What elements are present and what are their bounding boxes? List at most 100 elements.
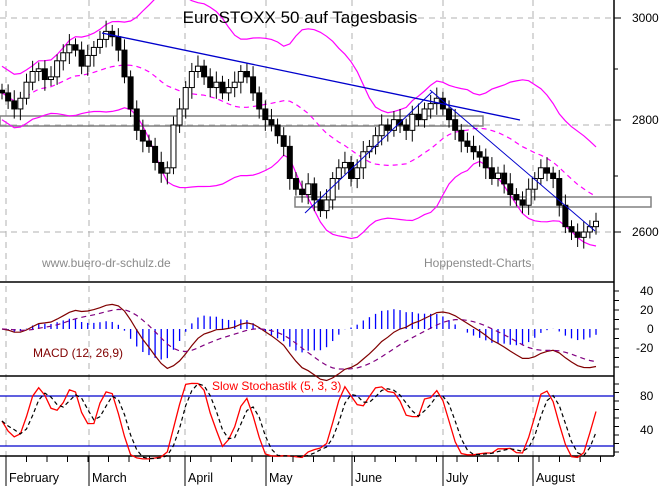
candle-body (421, 108, 428, 121)
candle-body (250, 76, 257, 94)
candle-body (574, 231, 581, 238)
candle-body (152, 145, 159, 163)
candle-body (182, 87, 189, 110)
candle-body (586, 226, 593, 233)
candle-body (0, 89, 5, 94)
candle-body (384, 124, 391, 131)
candle-body (488, 167, 495, 180)
candle-body (5, 92, 12, 102)
watermark-right: Hoppenstedt-Charts (424, 256, 532, 270)
candle-body (378, 124, 385, 137)
candle-body (78, 49, 85, 67)
candle-body (354, 167, 361, 180)
candle-body (537, 167, 544, 180)
candle-body (513, 194, 520, 201)
candle-body (427, 103, 434, 110)
candle-body (415, 113, 422, 121)
trendline-resistance-long (101, 32, 521, 121)
watermark-left: www.buero-dr-schulz.de (42, 256, 171, 270)
candle-body (54, 60, 61, 78)
candle-body (292, 178, 299, 190)
candle-body (299, 188, 306, 196)
candle-body (458, 129, 465, 142)
bollinger-middle (1, 64, 597, 197)
candle-body (556, 178, 563, 206)
candle-body (201, 65, 208, 78)
candle-body (390, 119, 397, 131)
candle-body (323, 199, 330, 212)
candle-body (139, 129, 146, 142)
month-april: April (188, 471, 214, 485)
candle-body (274, 124, 281, 137)
month-may: May (269, 471, 293, 485)
trendline-support (304, 91, 433, 214)
candle-body (593, 220, 599, 228)
candle-body (433, 97, 440, 105)
candle-body (66, 44, 73, 54)
candle-body (580, 231, 587, 238)
month-june: June (355, 471, 383, 485)
month-august: August (536, 471, 575, 485)
month-march: March (92, 471, 127, 485)
candle-body (225, 87, 232, 94)
candle-body (176, 108, 183, 126)
candle-body (194, 65, 201, 73)
support-box-2650 (294, 196, 652, 208)
candle-body (47, 76, 54, 81)
candle-body (550, 172, 557, 179)
candle-body (158, 161, 165, 174)
candle-body (286, 145, 293, 179)
candle-body (17, 97, 24, 110)
month-february: February (9, 471, 60, 485)
candle-body (121, 49, 128, 78)
candle-body (403, 124, 410, 131)
candle-body (562, 204, 569, 228)
candle-body (519, 199, 526, 206)
candle-body (409, 113, 416, 131)
candle-body (501, 172, 508, 185)
stoch-tick-80: 80 (640, 389, 654, 403)
candle-body (23, 81, 30, 99)
macd-signal-line (1, 308, 597, 370)
candle-body (213, 81, 220, 89)
candle-body (231, 81, 238, 89)
candle-body (243, 71, 250, 78)
candle-body (164, 167, 171, 174)
candle-body (90, 46, 97, 56)
candle-body (335, 167, 342, 180)
candle-body (41, 68, 48, 81)
candle-body (507, 183, 514, 196)
candle-body (72, 44, 79, 51)
candle-body (133, 108, 140, 131)
stoch-tick-40: 40 (640, 423, 654, 437)
macd-line (1, 303, 597, 382)
candle-body (329, 178, 336, 201)
y-tick-2800: 2800 (632, 113, 659, 127)
stoch-d-line (1, 383, 597, 460)
candle-body (262, 108, 269, 121)
candle-body (237, 71, 244, 83)
candle-body (452, 119, 459, 131)
chart-title: EuroSTOXX 50 auf Tagesbasis (182, 8, 418, 27)
candle-body (464, 140, 471, 147)
candle-body (11, 100, 18, 110)
macd-tick-0: 0 (647, 322, 654, 336)
candle-body (280, 135, 287, 147)
y-tick-2600: 2600 (632, 225, 659, 239)
candle-body (544, 167, 551, 174)
candle-body (256, 92, 263, 110)
candle-body (219, 81, 226, 94)
candle-body (145, 140, 152, 147)
candle-body (170, 124, 177, 169)
stochastic-label: Slow Stochastik (5, 3, 3) (212, 379, 342, 393)
candle-body (311, 183, 318, 201)
candle-body (305, 183, 312, 196)
candle-body (568, 226, 575, 233)
candle-body (115, 36, 122, 51)
macd-tick-20: 20 (640, 303, 654, 317)
candle-body (188, 71, 195, 89)
resistance-box-2800 (0, 115, 484, 127)
candle-body (29, 71, 36, 83)
